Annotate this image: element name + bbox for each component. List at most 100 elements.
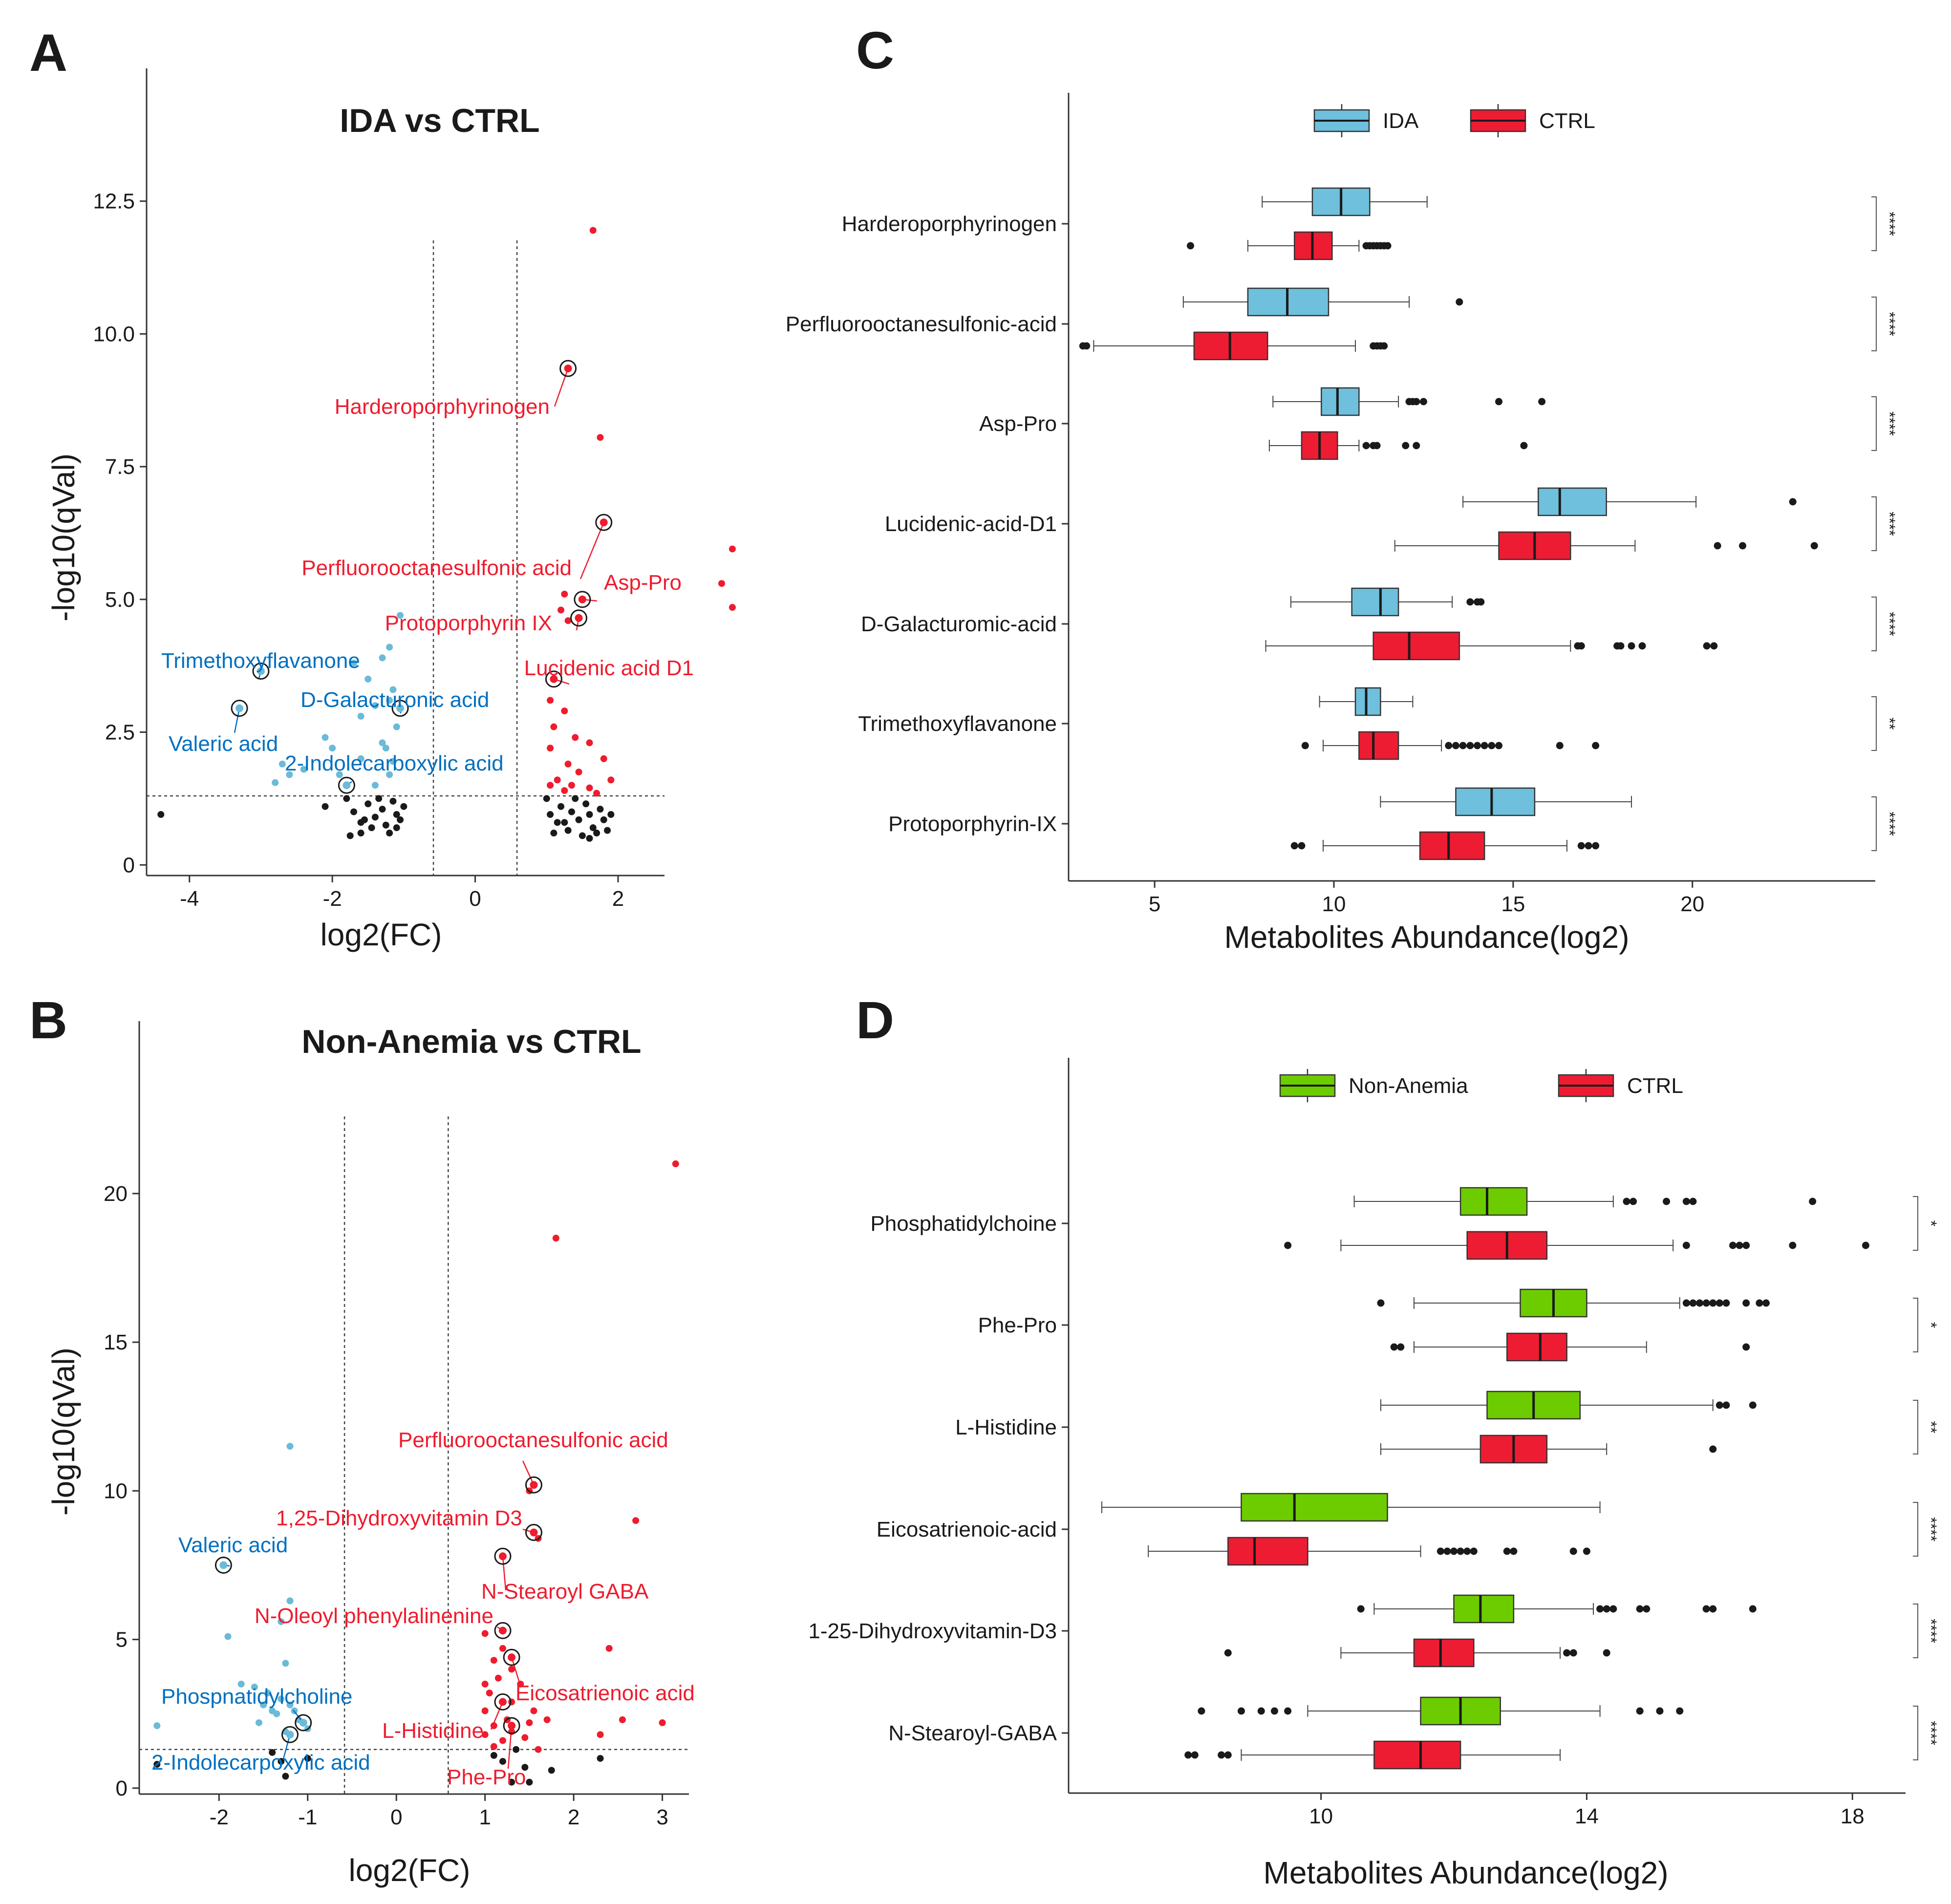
box-d-outlier <box>1663 1198 1671 1205</box>
box-c-outlier <box>1577 642 1585 650</box>
box-d-xtick-label: 18 <box>1841 1804 1865 1828</box>
volcano-b-highlight-label: Phe-Pro <box>447 1765 526 1789</box>
volcano-a-title: IDA vs CTRL <box>340 102 539 139</box>
volcano-b-point-down <box>237 1680 245 1688</box>
box-d-box <box>1413 1638 1475 1668</box>
box-d-outlier <box>1224 1751 1232 1759</box>
box-c-outlier <box>1592 742 1600 749</box>
volcano-b-xtick-label: 0 <box>390 1805 402 1829</box>
volcano-a-point-ns <box>393 811 400 818</box>
volcano-a-highlight-ring <box>545 670 562 688</box>
volcano-a-point-ns <box>572 795 579 802</box>
box-d-outlier <box>1284 1707 1292 1715</box>
volcano-b-highlight-label: N-Stearoyl GABA <box>481 1580 649 1604</box>
volcano-a-ytick-label: 5.0 <box>105 588 135 612</box>
volcano-a-point-ns <box>393 824 400 832</box>
volcano-b-ytick-label: 15 <box>104 1330 128 1354</box>
box-d-outlier <box>1749 1401 1757 1409</box>
box-d-outlier <box>1715 1401 1723 1409</box>
box-c-outlier <box>1710 642 1718 650</box>
box-c-category-label: Protoporphyrin-IX <box>888 812 1057 836</box>
box-d-category-label: Eicosatrienoic-acid <box>877 1518 1057 1541</box>
volcano-a-point-ns <box>322 803 329 810</box>
box-d-outlier <box>1636 1605 1644 1613</box>
volcano-a-highlight-ring <box>338 776 355 794</box>
volcano-a-highlight-label: Asp-Pro <box>604 571 682 595</box>
volcano-b-point-up <box>481 1680 489 1688</box>
volcano-a-point-ns <box>397 816 404 823</box>
volcano-b-point-up <box>499 1737 506 1744</box>
box-c-outlier <box>1628 642 1635 650</box>
panel-letter-a: A <box>29 23 67 82</box>
box-d-box <box>1241 1493 1388 1522</box>
volcano-b-ytick-label: 5 <box>116 1628 128 1652</box>
volcano-a-highlight-point <box>257 667 265 675</box>
box-c-box <box>1354 687 1381 716</box>
box-c-outlier <box>1789 498 1797 506</box>
volcano-b-point-up <box>494 1674 502 1682</box>
volcano-b-plot: -2 -1 0 1 2 3 0 5 10 15 20 Perfluorooctanesulfonic … <box>104 1021 695 1829</box>
volcano-a-point-ns <box>586 811 593 818</box>
volcano-a-point-down <box>371 702 379 709</box>
box-d-outlier <box>1191 1751 1199 1759</box>
box-d-outlier <box>1742 1343 1750 1351</box>
box-d-outlier <box>1218 1751 1225 1759</box>
volcano-a-point-up <box>561 590 568 598</box>
volcano-a-point-up <box>561 787 568 794</box>
volcano-b-highlight-label: L-Histidine <box>382 1719 484 1743</box>
volcano-b-point-down <box>286 1701 294 1709</box>
box-d-outlier <box>1596 1605 1604 1613</box>
box-d-outlier <box>1377 1299 1385 1307</box>
box-d-outlier <box>1762 1299 1770 1307</box>
volcano-b-highlight-point <box>219 1561 228 1569</box>
box-d-outlier <box>1563 1649 1571 1657</box>
box-c-sig-bracket <box>1871 196 1877 251</box>
volcano-b-highlight-ring <box>503 1717 520 1734</box>
box-c-sig-label: **** <box>1881 212 1898 236</box>
volcano-b-highlight-point <box>299 1718 307 1727</box>
volcano-b-point-up <box>632 1517 640 1524</box>
box-c-xtick-label: 10 <box>1322 892 1346 916</box>
box-c-outlier <box>1402 442 1410 449</box>
box-d-sig-label: * <box>1922 1322 1940 1328</box>
volcano-a-point-down <box>357 755 364 762</box>
box-d-outlier <box>1696 1299 1704 1307</box>
volcano-b-point-ns <box>304 1754 311 1762</box>
box-d-box <box>1506 1332 1567 1362</box>
box-c-outlier <box>1419 398 1427 406</box>
box-c-outlier <box>1186 242 1194 250</box>
volcano-a-point-ns <box>371 813 379 821</box>
box-c-box <box>1455 787 1536 816</box>
box-d-sig-label: ** <box>1922 1421 1940 1433</box>
box-c-outlier <box>1373 442 1381 449</box>
box-c-outlier <box>1592 842 1600 850</box>
volcano-a-point-ns <box>361 816 368 823</box>
volcano-b-highlight-label: 2-Indolecarpoxylic acid <box>151 1751 370 1775</box>
box-d-box <box>1459 1187 1528 1216</box>
volcano-b-highlight-ring <box>494 1693 512 1711</box>
volcano-b-point-up <box>535 1746 542 1753</box>
volcano-a-highlight-label: Harderoporphyrinogen <box>335 395 550 419</box>
box-c-category-label: Trimethoxyflavanone <box>858 712 1057 736</box>
volcano-a-point-down <box>386 643 393 651</box>
volcano-a-highlight-ring <box>574 591 591 608</box>
volcano-b-point-up <box>526 1719 533 1726</box>
volcano-a-point-ns <box>593 830 600 837</box>
volcano-b-highlight-leader <box>282 1734 291 1759</box>
box-c-category-label: Asp-Pro <box>979 412 1057 436</box>
box-d-category-label: N-Stearoyl-GABA <box>888 1721 1057 1745</box>
box-d-outlier <box>1729 1241 1737 1249</box>
volcano-a-xtick-label: 0 <box>469 887 481 911</box>
volcano-a-point-up <box>718 580 725 587</box>
volcano-b-highlight-ring <box>525 1524 542 1541</box>
volcano-b-point-ns <box>278 1758 285 1765</box>
volcano-a-highlight-ring <box>252 663 270 680</box>
volcano-a-point-ns <box>357 830 364 837</box>
volcano-a-plot: -4 -2 0 2 0 2.5 5.0 7.5 10.0 12.5 Harderoporphyrin… <box>93 68 736 911</box>
volcano-a-point-up <box>564 760 572 768</box>
volcano-b-point-ns <box>490 1752 497 1759</box>
volcano-b-point-up <box>605 1645 613 1652</box>
volcano-a-point-down <box>272 779 279 786</box>
volcano-a-point-ns <box>157 811 165 818</box>
box-d-outlier <box>1257 1707 1265 1715</box>
